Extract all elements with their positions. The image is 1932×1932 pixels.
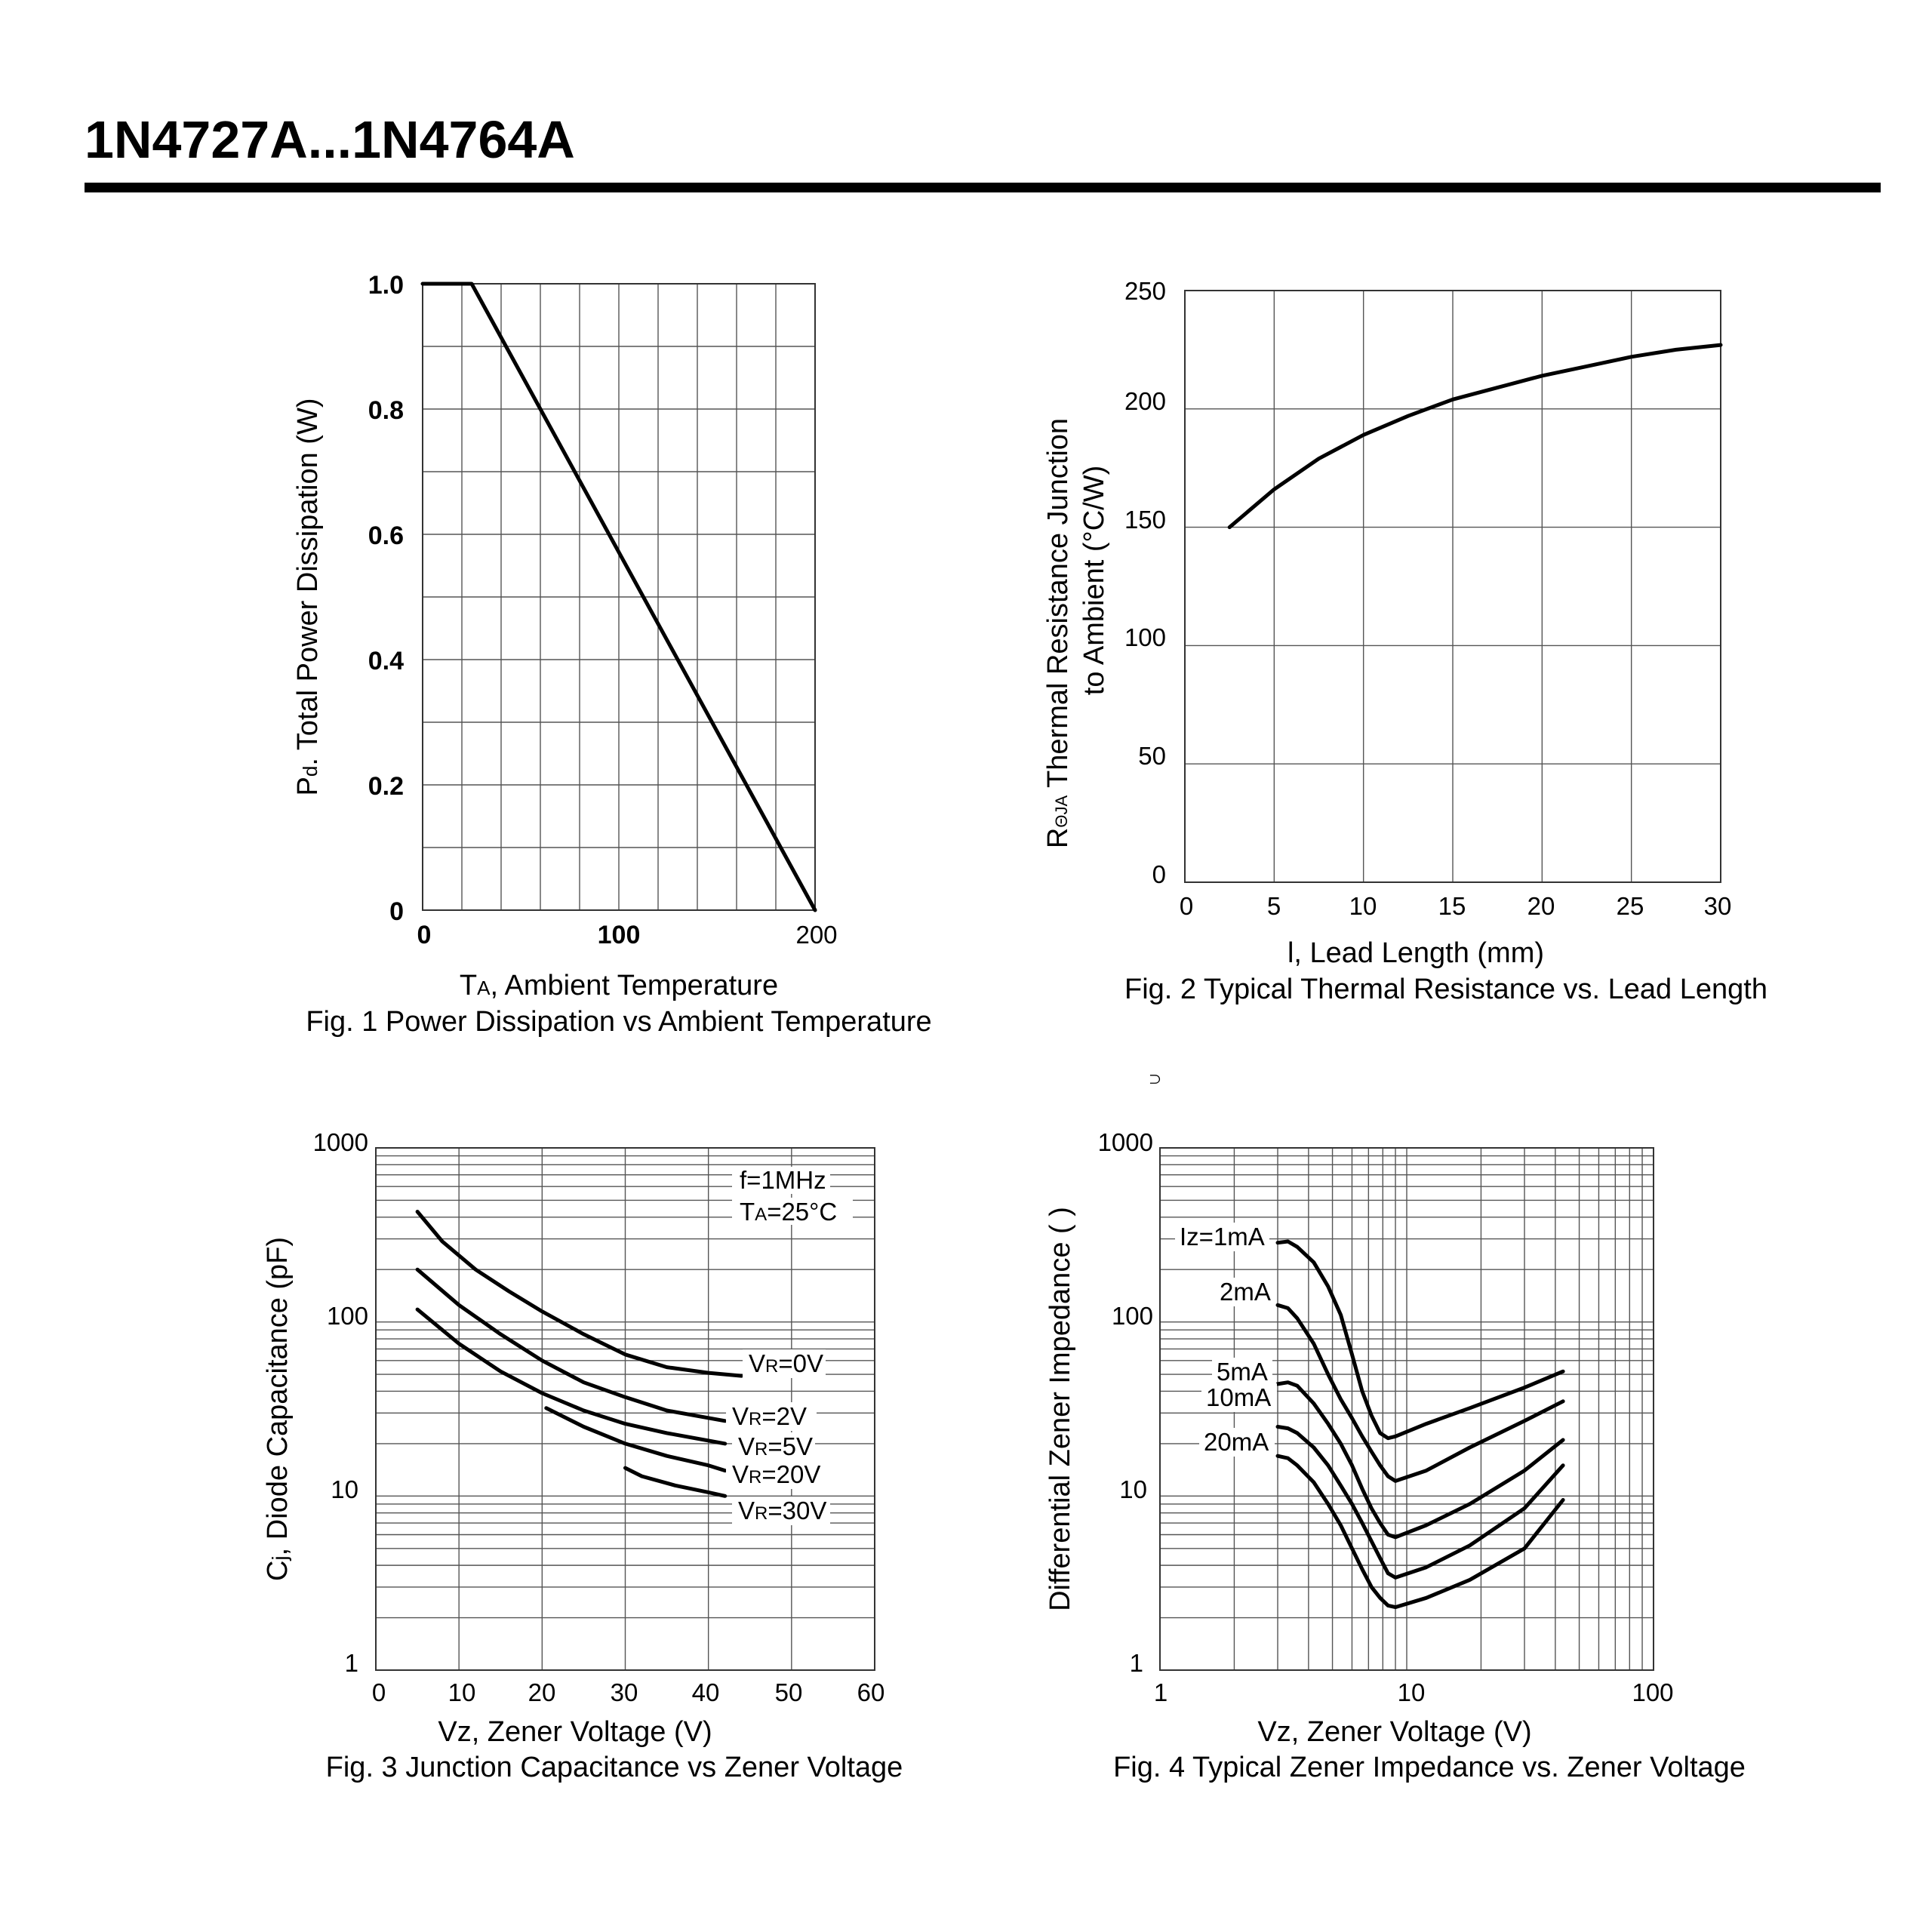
ytick-label: 0.4 <box>368 647 404 675</box>
xtick-label: 60 <box>857 1678 885 1706</box>
y-axis-label: Pd. Total Power Dissipation (W) <box>292 398 324 796</box>
ytick-label: 10 <box>331 1475 358 1503</box>
xtick-label: 0 <box>1180 892 1193 920</box>
series-label: 10mA <box>1206 1383 1271 1411</box>
ytick-label: 0.8 <box>368 396 404 425</box>
ytick-label: 1.0 <box>368 271 404 300</box>
derating-curve <box>420 281 817 912</box>
capacitance-curve <box>415 1307 728 1446</box>
y-axis-label-line2: to Ambient (°C/W) <box>1078 466 1110 695</box>
y-axis-label: Differential Zener Impedance ( ) <box>1044 1207 1076 1611</box>
figure-caption: Fig. 3 Junction Capacitance vs Zener Vol… <box>326 1752 903 1783</box>
page-title: 1N4727A...1N4764A <box>85 110 575 169</box>
series-label-bg <box>732 1432 815 1461</box>
stray-glyph: ∩ <box>1146 1072 1168 1087</box>
ytick-label: 100 <box>1124 623 1166 651</box>
x-axis-label: TA, Ambient Temperature <box>460 970 778 1001</box>
ytick-label: 100 <box>327 1302 368 1330</box>
figure-2-thermal-resistance: 0 5 10 15 20 25 30 0 50 100 150 200 250 … <box>1042 277 1767 1005</box>
series-label-bg <box>732 1497 830 1525</box>
y-axis-label: Cj, Diode Capacitance (pF) <box>262 1237 294 1581</box>
series-label-bg <box>743 1349 826 1378</box>
y-axis-label: RΘJA Thermal Resistance Junction <box>1042 418 1074 848</box>
figure-1-power-dissipation: 0 100 200 0 0.2 0.4 0.6 0.8 1.0 TA, Ambi… <box>292 271 932 1038</box>
ytick-label: 0.2 <box>368 772 404 801</box>
chart-note-temperature: TA=25°C <box>740 1198 837 1226</box>
xtick-label: 50 <box>775 1678 803 1706</box>
series-label: 20mA <box>1204 1428 1269 1456</box>
xtick-label: 20 <box>1527 892 1555 920</box>
xtick-label: 10 <box>448 1678 476 1706</box>
xtick-label: 200 <box>795 921 837 949</box>
series-label: VR=30V <box>738 1497 826 1524</box>
series-label: Iz=1mA <box>1180 1223 1265 1251</box>
series-label-bg <box>1212 1358 1272 1386</box>
xtick-label: 20 <box>528 1678 556 1706</box>
x-axis-label: Vz, Zener Voltage (V) <box>438 1716 712 1748</box>
series-label-bg <box>1201 1383 1277 1412</box>
series-label: 5mA <box>1217 1358 1268 1386</box>
ytick-label: 1 <box>1130 1649 1143 1677</box>
ytick-label: 1 <box>345 1649 358 1677</box>
xtick-label: 5 <box>1267 892 1281 920</box>
title-rule <box>85 183 1881 192</box>
xtick-label: 10 <box>1349 892 1377 920</box>
series-label-bg <box>726 1460 817 1489</box>
x-axis-label: Vz, Zener Voltage (V) <box>1257 1716 1531 1748</box>
figure-caption: Fig. 2 Typical Thermal Resistance vs. Le… <box>1124 974 1767 1005</box>
series-label: 2mA <box>1220 1278 1271 1306</box>
xtick-label: 0 <box>417 921 432 949</box>
ytick-label: 50 <box>1138 742 1166 770</box>
xtick-label: 30 <box>611 1678 638 1706</box>
impedance-curve <box>1275 1425 1565 1580</box>
ytick-label: 1000 <box>313 1128 368 1156</box>
x-axis-label: l, Lead Length (mm) <box>1287 937 1544 969</box>
thermal-resistance-curve <box>1227 343 1723 530</box>
chart-note-frequency: f=1MHz <box>740 1166 826 1194</box>
xtick-label: 10 <box>1398 1678 1426 1706</box>
impedance-curve <box>1275 1380 1565 1540</box>
xtick-label: 40 <box>692 1678 720 1706</box>
svg-text:∩: ∩ <box>1146 1072 1168 1087</box>
impedance-curve <box>1275 1303 1565 1483</box>
series-label: VR=20V <box>732 1460 820 1488</box>
ytick-label: 0 <box>389 897 404 926</box>
xtick-label: 30 <box>1704 892 1732 920</box>
capacitance-curve <box>623 1466 728 1498</box>
impedance-curve <box>1275 1239 1565 1441</box>
capacitance-curve <box>544 1406 728 1473</box>
series-label-bg <box>1199 1428 1275 1457</box>
figure-caption: Fig. 4 Typical Zener Impedance vs. Zener… <box>1113 1752 1746 1783</box>
xtick-label: 100 <box>598 921 641 949</box>
ytick-label: 10 <box>1119 1475 1147 1503</box>
ytick-label: 150 <box>1124 506 1166 534</box>
ytick-label: 1000 <box>1098 1128 1153 1156</box>
series-label-bg <box>1175 1223 1269 1251</box>
series-label-bg <box>1215 1278 1275 1306</box>
impedance-curve <box>1275 1454 1565 1610</box>
figure-caption: Fig. 1 Power Dissipation vs Ambient Temp… <box>306 1006 931 1038</box>
ytick-label: 100 <box>1112 1302 1153 1330</box>
xtick-label: 1 <box>1154 1678 1168 1706</box>
ytick-label: 200 <box>1124 387 1166 415</box>
series-label: VR=5V <box>738 1432 813 1460</box>
xtick-label: 15 <box>1438 892 1466 920</box>
ytick-label: 0.6 <box>368 521 404 550</box>
series-label-bg <box>726 1402 817 1431</box>
capacitance-curve <box>415 1210 744 1378</box>
ytick-label: 250 <box>1124 277 1166 305</box>
ytick-label: 0 <box>1152 860 1166 888</box>
xtick-label: 25 <box>1617 892 1644 920</box>
capacitance-curve <box>415 1267 728 1423</box>
xtick-label: 100 <box>1632 1678 1673 1706</box>
series-label: VR=0V <box>749 1349 823 1377</box>
xtick-label: 0 <box>372 1678 386 1706</box>
series-label: VR=2V <box>732 1402 807 1430</box>
